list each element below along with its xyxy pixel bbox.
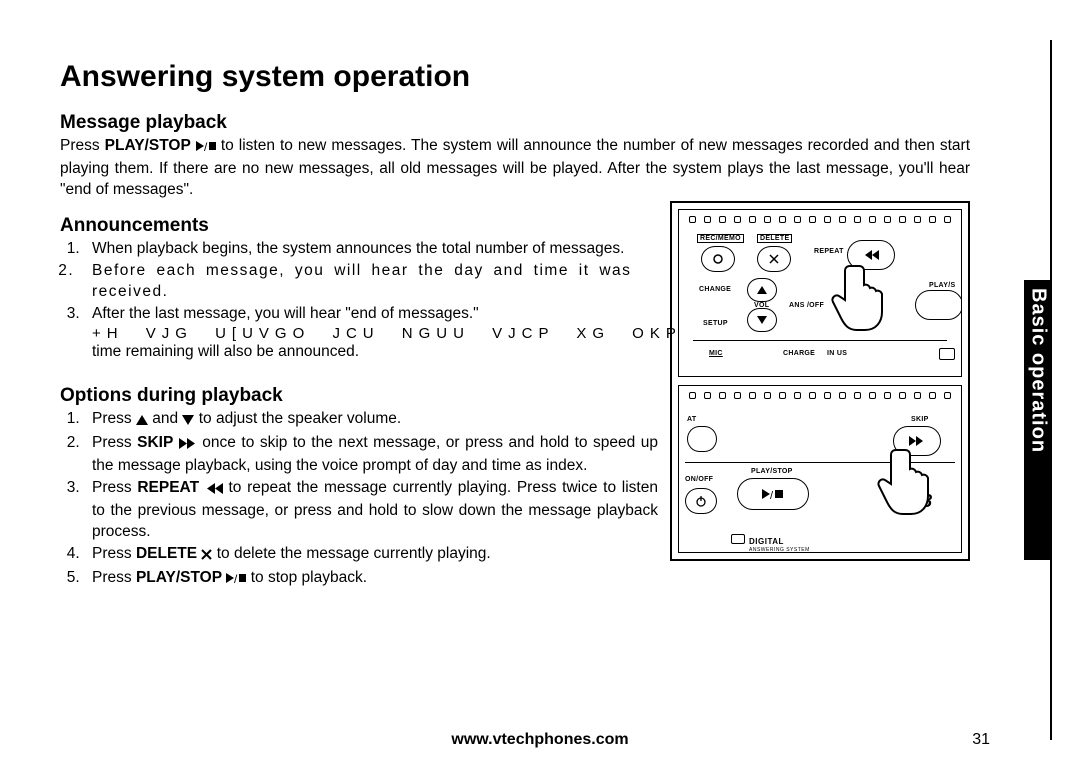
digital-sub-label: ANSWERING SYSTEM	[749, 547, 810, 553]
list-item: Press SKIP once to skip to the next mess…	[84, 433, 658, 477]
sd-icon	[939, 348, 955, 360]
bold-playstop: PLAY/STOP	[136, 569, 222, 586]
speaker-dots	[689, 216, 951, 228]
recmemo-button	[701, 246, 735, 272]
vol-down-button	[747, 308, 777, 332]
skip-icon	[179, 435, 197, 456]
playstop-button: /	[737, 478, 809, 510]
delete-button	[757, 246, 791, 272]
content-area: Answering system operation Message playb…	[60, 60, 970, 592]
play-stop-icon: /	[226, 570, 246, 591]
change-label: CHANGE	[699, 286, 731, 293]
panel-rule	[693, 340, 947, 341]
txt: to adjust the speaker volume.	[194, 410, 401, 427]
device-panel-top: REC/MEMO DELETE REPEAT CHANGE SETUP VOL …	[678, 209, 962, 377]
svg-text:/: /	[770, 490, 774, 500]
list-item: When playback begins, the system announc…	[84, 239, 658, 260]
repeat-button-2	[687, 426, 717, 452]
bold-skip: SKIP	[137, 434, 173, 451]
manual-page: Basic operation Answering system operati…	[0, 0, 1080, 771]
ansonoff-label: ANS /OFF	[789, 302, 824, 309]
list-item: Press REPEAT to repeat the message curre…	[84, 478, 658, 543]
txt: Press	[92, 479, 137, 496]
garbled-line: +H VJG U[UVGO JCU NGUU VJCP XG OKPWVGU Q…	[84, 325, 682, 342]
side-tab-label: Basic operation	[1028, 280, 1048, 560]
two-column-wrap: Announcements When playback begins, the …	[60, 201, 970, 592]
play-label: PLAY/S	[929, 282, 955, 289]
charge-label: CHARGE	[783, 350, 815, 357]
page-title: Answering system operation	[60, 60, 970, 94]
footer-url: www.vtechphones.com	[0, 731, 1080, 749]
garbled-tail: time remaining will also be announced.	[84, 342, 658, 363]
bold-delete: DELETE	[136, 545, 197, 562]
playstop-label: PLAY/STOP	[751, 468, 793, 475]
digital-label: DIGITAL	[749, 537, 784, 546]
repeat-icon	[205, 480, 223, 501]
repeat-label: REPEAT	[814, 248, 844, 255]
up-icon	[136, 411, 148, 432]
announcements-list: When playback begins, the system announc…	[60, 239, 658, 325]
play-stop-icon: /	[196, 138, 216, 159]
txt: Press	[92, 434, 137, 451]
txt: to delete the message currently playing.	[212, 545, 490, 562]
list-item: Press PLAY/STOP / to stop playback.	[84, 568, 658, 591]
txt: and	[148, 410, 182, 427]
list-item: After the last message, you will hear "e…	[84, 304, 658, 325]
play-button-edge	[915, 290, 962, 320]
svg-text:/: /	[234, 572, 238, 584]
txt: once to skip to the next message, or pre…	[92, 434, 658, 474]
options-list: Press and to adjust the speaker volume. …	[60, 409, 658, 590]
section-heading-playback: Message playback	[60, 112, 970, 134]
txt: Press	[60, 137, 105, 154]
onoff-label: ON/OFF	[685, 476, 713, 483]
svg-text:/: /	[204, 140, 208, 152]
list-item: Press DELETE to delete the message curre…	[84, 544, 658, 567]
playback-paragraph: Press PLAY/STOP / to listen to new messa…	[60, 136, 970, 201]
at-label: AT	[687, 416, 696, 423]
delete-label: DELETE	[757, 234, 792, 243]
txt: to stop playback.	[246, 569, 367, 586]
list-item: Before each message, you will hear the d…	[84, 261, 658, 303]
down-icon	[182, 411, 194, 432]
list-item: Press and to adjust the speaker volume.	[84, 409, 658, 432]
device-illustration: REC/MEMO DELETE REPEAT CHANGE SETUP VOL …	[670, 201, 970, 561]
txt: Press	[92, 569, 136, 586]
skip-label: SKIP	[911, 416, 929, 423]
right-column: REC/MEMO DELETE REPEAT CHANGE SETUP VOL …	[670, 201, 970, 561]
setup-label: SETUP	[703, 320, 728, 327]
txt: Press	[92, 410, 136, 427]
bold-repeat: REPEAT	[137, 479, 199, 496]
speaker-dots	[689, 392, 951, 404]
inuse-label: IN US	[827, 350, 847, 357]
section-heading-options: Options during playback	[60, 385, 658, 407]
power-button	[685, 488, 717, 514]
hand-cursor-icon	[875, 442, 945, 520]
x-icon	[201, 546, 212, 567]
vol-up-button	[747, 278, 777, 302]
vol-label: VOL	[754, 302, 769, 309]
bold-playstop: PLAY/STOP	[105, 137, 191, 154]
section-heading-announcements: Announcements	[60, 215, 658, 237]
tape-icon	[731, 534, 745, 544]
left-column: Announcements When playback begins, the …	[60, 201, 658, 592]
page-number: 31	[972, 731, 990, 749]
txt: Press	[92, 545, 136, 562]
recmemo-label: REC/MEMO	[697, 234, 744, 243]
hand-cursor-icon	[829, 258, 899, 336]
mic-label: MIC	[709, 350, 723, 357]
device-panel-bottom: AT SKIP ON/OFF PLAY/STOP / 5.8 DIGITAL A…	[678, 385, 962, 553]
